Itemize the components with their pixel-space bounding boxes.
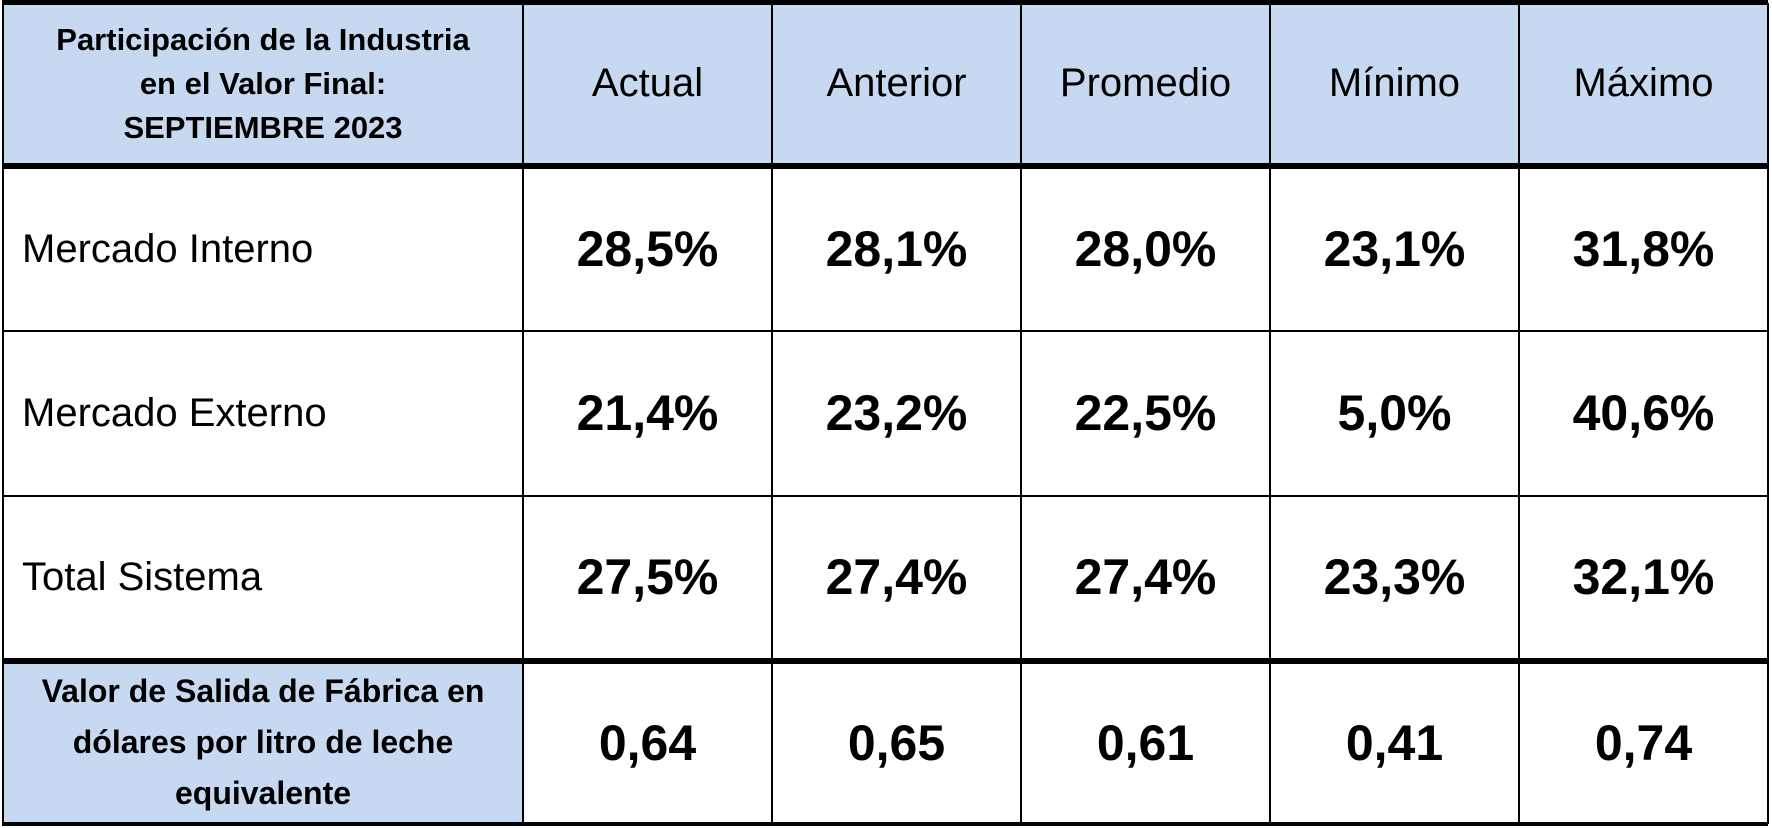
header-row: Participación de la Industria en el Valo… xyxy=(2,3,1769,169)
footer-value: 0,74 xyxy=(1518,657,1769,825)
column-header-maximo: Máximo xyxy=(1518,3,1769,169)
table-row: Total Sistema 27,5% 27,4% 27,4% 23,3% 32… xyxy=(2,494,1769,662)
cell-value: 27,5% xyxy=(522,494,773,662)
footer-label: Valor de Salida de Fábrica en dólares po… xyxy=(2,657,524,825)
cell-value: 27,4% xyxy=(1020,494,1271,662)
column-header-anterior: Anterior xyxy=(771,3,1022,169)
row-label-total-sistema: Total Sistema xyxy=(2,494,524,662)
corner-title-line-2: en el Valor Final: xyxy=(139,65,387,101)
top-border xyxy=(2,0,1768,4)
cell-value: 28,0% xyxy=(1020,164,1271,332)
row-label-mercado-interno: Mercado Interno xyxy=(2,164,524,332)
cell-value: 31,8% xyxy=(1518,164,1769,332)
cell-value: 28,5% xyxy=(522,164,773,332)
footer-label-line-2: dólares por litro de leche xyxy=(72,724,454,761)
cell-value: 23,1% xyxy=(1269,164,1520,332)
footer-label-line-1: Valor de Salida de Fábrica en xyxy=(41,673,485,710)
industry-participation-table: Participación de la Industria en el Valo… xyxy=(2,3,1769,825)
cell-value: 28,1% xyxy=(771,164,1022,332)
table-row: Mercado Interno 28,5% 28,1% 28,0% 23,1% … xyxy=(2,164,1769,332)
footer-value: 0,65 xyxy=(771,657,1022,825)
table-row: Mercado Externo 21,4% 23,2% 22,5% 5,0% 4… xyxy=(2,329,1769,497)
column-header-minimo: Mínimo xyxy=(1269,3,1520,169)
bottom-border xyxy=(2,822,1768,826)
column-header-promedio: Promedio xyxy=(1020,3,1271,169)
cell-value: 32,1% xyxy=(1518,494,1769,662)
row-label-mercado-externo: Mercado Externo xyxy=(2,329,524,497)
cell-value: 21,4% xyxy=(522,329,773,497)
footer-label-line-3: equivalente xyxy=(174,775,352,812)
corner-title-line-3: SEPTIEMBRE 2023 xyxy=(123,109,403,145)
cell-value: 23,3% xyxy=(1269,494,1520,662)
corner-title-line-1: Participación de la Industria xyxy=(56,21,470,57)
cell-value: 40,6% xyxy=(1518,329,1769,497)
column-header-actual: Actual xyxy=(522,3,773,169)
cell-value: 27,4% xyxy=(771,494,1022,662)
cell-value: 22,5% xyxy=(1020,329,1271,497)
footer-value: 0,41 xyxy=(1269,657,1520,825)
cell-value: 23,2% xyxy=(771,329,1022,497)
footer-value: 0,64 xyxy=(522,657,773,825)
footer-value: 0,61 xyxy=(1020,657,1271,825)
cell-value: 5,0% xyxy=(1269,329,1520,497)
corner-header: Participación de la Industria en el Valo… xyxy=(2,3,524,169)
footer-row: Valor de Salida de Fábrica en dólares po… xyxy=(2,657,1769,825)
